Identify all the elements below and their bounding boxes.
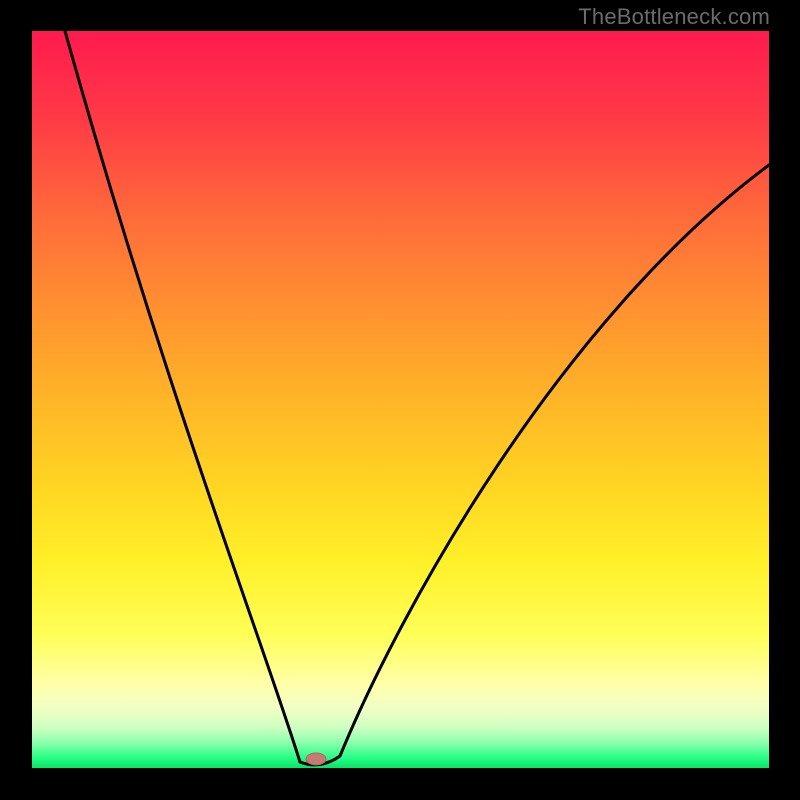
chart-container: TheBottleneck.com — [0, 0, 800, 800]
watermark-text: TheBottleneck.com — [578, 4, 770, 30]
optimal-point-marker — [306, 753, 326, 765]
bottleneck-chart — [0, 0, 800, 800]
plot-background — [32, 31, 769, 768]
